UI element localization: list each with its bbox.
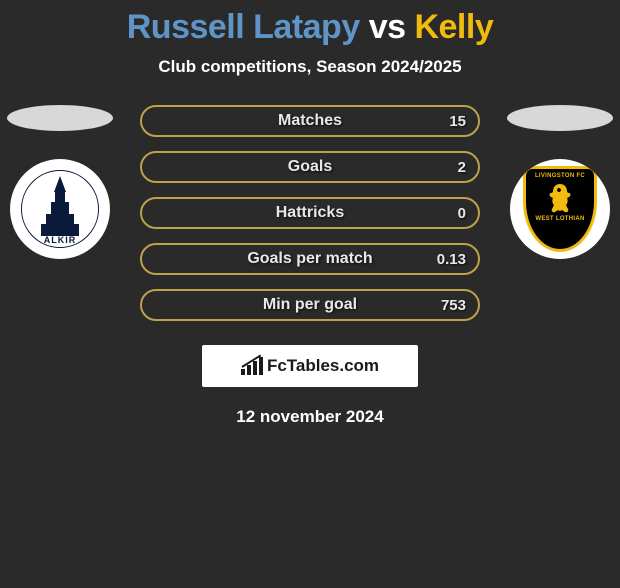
- stat-row: Min per goal 753: [140, 289, 480, 321]
- club-badge-falkirk: ALKIR: [10, 159, 110, 259]
- livingston-badge-bottom: WEST LOTHIAN: [535, 216, 584, 222]
- stat-value-right: 2: [458, 159, 466, 176]
- bar-chart-icon: [241, 357, 263, 375]
- falkirk-badge-text: ALKIR: [44, 235, 77, 245]
- stat-value-right: 15: [449, 113, 466, 130]
- stat-label: Hattricks: [276, 204, 344, 222]
- title-player2: Kelly: [414, 8, 493, 46]
- player-left-column: ALKIR: [0, 105, 120, 259]
- club-badge-livingston: LIVINGSTON FC WEST LOTHIAN: [510, 159, 610, 259]
- subtitle: Club competitions, Season 2024/2025: [0, 57, 620, 77]
- title-player1: Russell Latapy: [127, 8, 360, 46]
- stat-label: Goals: [288, 158, 332, 176]
- stat-value-right: 0.13: [437, 251, 466, 268]
- date-text: 12 november 2024: [0, 407, 620, 427]
- livingston-badge-top: LIVINGSTON FC: [535, 173, 585, 179]
- falkirk-steeple-icon: [41, 176, 79, 236]
- stat-row: Matches 15: [140, 105, 480, 137]
- stat-value-right: 0: [458, 205, 466, 222]
- brand-box: FcTables.com: [202, 345, 418, 387]
- comparison-panel: ALKIR LIVINGSTON FC WEST LOTHIAN Matches…: [0, 105, 620, 321]
- brand-text: FcTables.com: [267, 356, 379, 376]
- title-vs: vs: [369, 8, 406, 46]
- falkirk-badge-inner: ALKIR: [21, 170, 99, 248]
- page-title: Russell Latapy vs Kelly: [0, 8, 620, 47]
- stat-value-right: 753: [441, 297, 466, 314]
- stat-label: Goals per match: [247, 250, 372, 268]
- player-left-avatar: [7, 105, 113, 131]
- livingston-shield: LIVINGSTON FC WEST LOTHIAN: [523, 166, 597, 252]
- stat-row: Goals 2: [140, 151, 480, 183]
- player-right-avatar: [507, 105, 613, 131]
- stat-label: Min per goal: [263, 296, 357, 314]
- lion-rampant-icon: [544, 181, 576, 215]
- stat-label: Matches: [278, 112, 342, 130]
- stats-list: Matches 15 Goals 2 Hattricks 0 Goals per match…: [140, 105, 480, 321]
- stat-row: Goals per match 0.13: [140, 243, 480, 275]
- stat-row: Hattricks 0: [140, 197, 480, 229]
- player-right-column: LIVINGSTON FC WEST LOTHIAN: [500, 105, 620, 259]
